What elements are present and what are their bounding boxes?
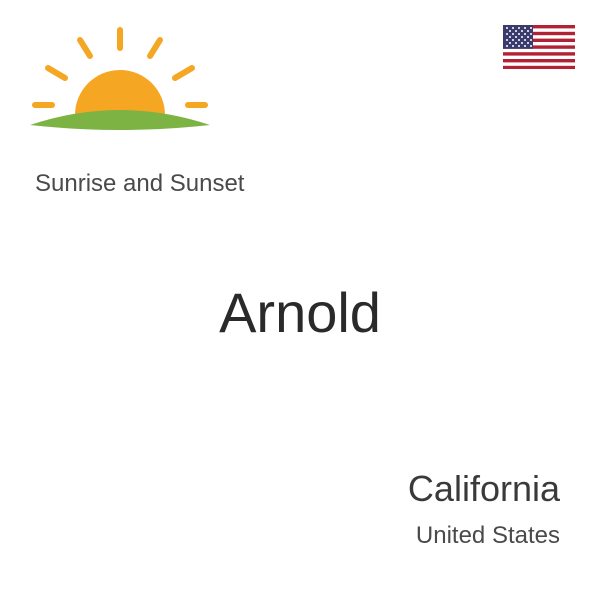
city-name: Arnold [0,280,600,345]
country-name: United States [416,522,560,550]
usa-flag-icon [503,25,575,69]
sunrise-icon [20,20,220,160]
region-name: California [408,468,560,510]
tagline-text: Sunrise and Sunset [35,170,244,198]
sunrise-logo [20,20,220,160]
country-flag [503,25,575,69]
